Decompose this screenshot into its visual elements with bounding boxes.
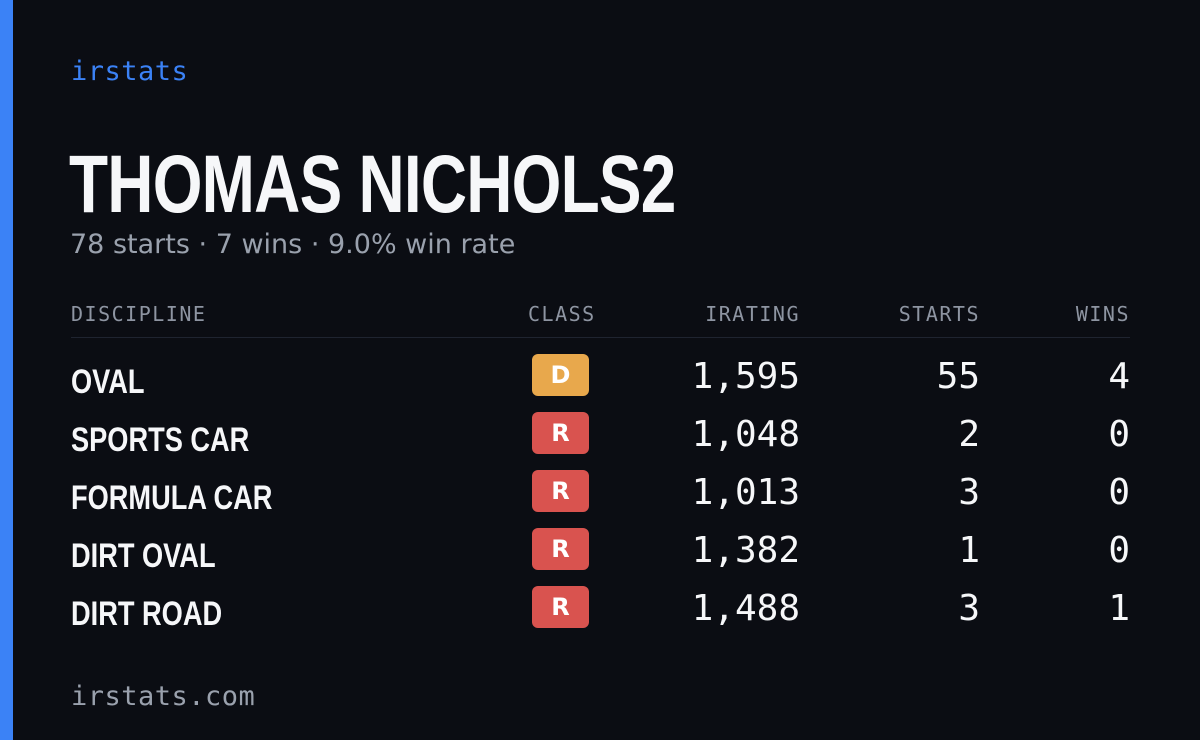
- wins-value: 1: [1108, 588, 1130, 629]
- license-class-badge: D: [532, 354, 589, 396]
- summary-win-rate: 9.0% win rate: [328, 229, 516, 260]
- starts-value: 3: [958, 472, 980, 513]
- irating-value: 1,048: [691, 414, 800, 455]
- table-row: DIRT ROAD R 1,488 3 1: [0, 586, 1200, 644]
- irating-value: 1,595: [691, 356, 800, 397]
- table-row: FORMULA CAR R 1,013 3 0: [0, 470, 1200, 528]
- discipline-name: DIRT ROAD: [71, 595, 223, 633]
- discipline-name: DIRT OVAL: [71, 537, 216, 575]
- wins-value: 0: [1108, 472, 1130, 513]
- summary-separator: ·: [310, 229, 320, 260]
- irating-value: 1,382: [691, 530, 800, 571]
- header-divider: [71, 337, 1130, 338]
- starts-value: 55: [936, 356, 980, 397]
- column-header-irating: IRATING: [705, 302, 800, 326]
- column-header-wins: WINS: [1075, 302, 1130, 326]
- discipline-name: FORMULA CAR: [71, 479, 273, 517]
- irating-value: 1,013: [691, 472, 800, 513]
- column-header-starts: STARTS: [898, 302, 980, 326]
- driver-name: THOMAS NICHOLS2: [69, 139, 676, 230]
- column-header-discipline: DISCIPLINE: [71, 302, 207, 326]
- table-row: SPORTS CAR R 1,048 2 0: [0, 412, 1200, 470]
- starts-value: 1: [958, 530, 980, 571]
- column-header-class: CLASS: [528, 302, 596, 326]
- summary-starts: 78 starts: [70, 229, 190, 260]
- starts-value: 2: [958, 414, 980, 455]
- summary-separator: ·: [198, 229, 208, 260]
- accent-bar: [0, 0, 13, 740]
- license-class-badge: R: [532, 470, 589, 512]
- wins-value: 4: [1108, 356, 1130, 397]
- summary-wins: 7 wins: [215, 229, 303, 260]
- license-class-badge: R: [532, 586, 589, 628]
- brand-logo-text[interactable]: irstats: [71, 56, 189, 87]
- discipline-name: OVAL: [71, 363, 145, 401]
- wins-value: 0: [1108, 414, 1130, 455]
- discipline-name: SPORTS CAR: [71, 421, 250, 459]
- license-class-badge: R: [532, 528, 589, 570]
- license-class-badge: R: [532, 412, 589, 454]
- irating-value: 1,488: [691, 588, 800, 629]
- wins-value: 0: [1108, 530, 1130, 571]
- table-row: OVAL D 1,595 55 4: [0, 354, 1200, 412]
- starts-value: 3: [958, 588, 980, 629]
- driver-summary: 78 starts · 7 wins · 9.0% win rate: [70, 229, 515, 260]
- footer-url[interactable]: irstats.com: [71, 681, 256, 712]
- table-row: DIRT OVAL R 1,382 1 0: [0, 528, 1200, 586]
